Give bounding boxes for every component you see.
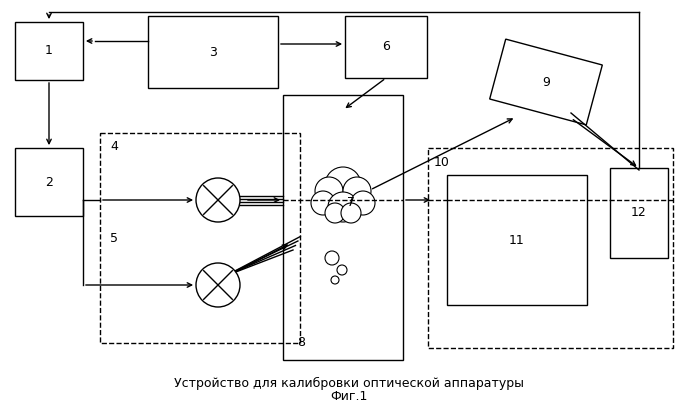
Bar	[15, 148, 83, 216]
Circle shape	[196, 263, 240, 307]
Bar	[610, 168, 668, 258]
Bar	[447, 175, 587, 305]
Circle shape	[328, 192, 358, 222]
Text: 10: 10	[434, 156, 450, 169]
Bar	[15, 22, 83, 80]
Circle shape	[331, 276, 339, 284]
Circle shape	[343, 177, 371, 205]
Text: Устройство для калибровки оптической аппаратуры: Устройство для калибровки оптической апп…	[174, 377, 524, 389]
Bar	[100, 133, 300, 343]
Text: 6: 6	[382, 40, 390, 54]
Text: 12: 12	[631, 206, 647, 219]
Circle shape	[315, 177, 343, 205]
Bar	[283, 95, 403, 360]
Text: 11: 11	[509, 233, 525, 247]
Text: 4: 4	[110, 140, 118, 154]
Circle shape	[196, 178, 240, 222]
Bar	[428, 148, 673, 348]
Text: 5: 5	[110, 232, 118, 244]
Text: 7: 7	[347, 197, 355, 209]
Circle shape	[341, 203, 361, 223]
Text: 3: 3	[209, 45, 217, 59]
Bar	[148, 16, 278, 88]
Text: Фиг.1: Фиг.1	[331, 391, 368, 404]
Text: 1: 1	[45, 45, 53, 57]
Bar	[345, 16, 427, 78]
Circle shape	[325, 203, 345, 223]
Text: 9: 9	[542, 76, 550, 88]
Text: 2: 2	[45, 176, 53, 188]
Circle shape	[337, 265, 347, 275]
Bar	[490, 39, 603, 125]
Circle shape	[325, 167, 361, 203]
Circle shape	[325, 251, 339, 265]
Circle shape	[311, 191, 335, 215]
Circle shape	[351, 191, 375, 215]
Text: 8: 8	[297, 335, 305, 349]
